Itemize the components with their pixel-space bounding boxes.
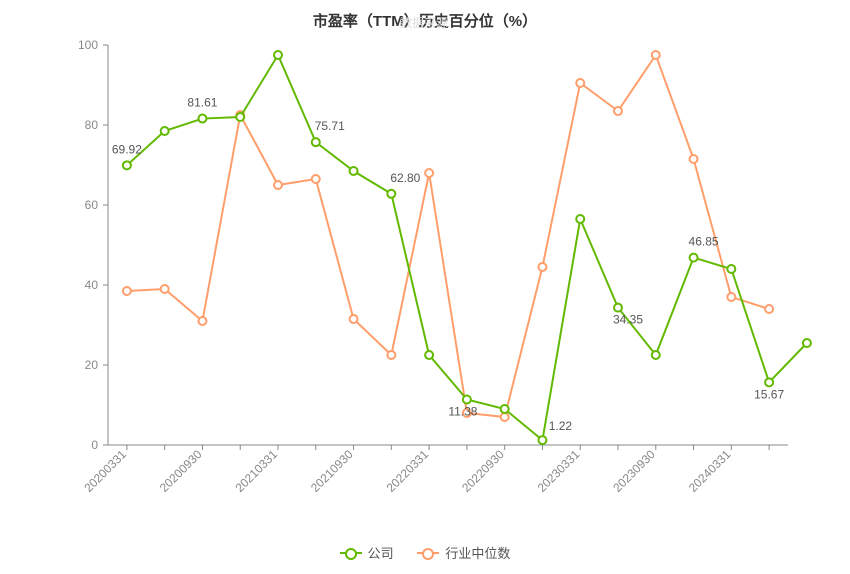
- svg-text:20230930: 20230930: [610, 447, 658, 495]
- svg-text:69.92: 69.92: [112, 142, 142, 156]
- legend-item-company[interactable]: 公司: [340, 543, 394, 562]
- svg-text:20230331: 20230331: [535, 447, 583, 495]
- svg-text:20220930: 20220930: [459, 447, 507, 495]
- svg-text:0: 0: [91, 438, 98, 452]
- svg-text:20240331: 20240331: [686, 447, 734, 495]
- legend-label: 行业中位数: [445, 543, 510, 562]
- legend-label: 公司: [368, 543, 394, 562]
- legend-item-industry[interactable]: 行业中位数: [417, 543, 510, 562]
- svg-text:1.22: 1.22: [549, 419, 573, 433]
- chart-container: 市盈率（TTM）历史百分位（%） 数据来源 020406080100202003…: [0, 0, 850, 574]
- legend: 公司 行业中位数: [0, 542, 850, 563]
- svg-text:20200331: 20200331: [81, 447, 129, 495]
- svg-text:15.67: 15.67: [754, 387, 784, 401]
- svg-text:46.85: 46.85: [689, 235, 719, 249]
- svg-text:20200930: 20200930: [157, 447, 205, 495]
- svg-text:62.80: 62.80: [390, 171, 420, 185]
- svg-text:40: 40: [85, 278, 99, 292]
- svg-text:20210331: 20210331: [232, 447, 280, 495]
- svg-text:11.38: 11.38: [448, 404, 477, 418]
- svg-text:80: 80: [85, 118, 99, 132]
- svg-text:100: 100: [78, 38, 98, 52]
- svg-text:75.71: 75.71: [315, 119, 345, 133]
- chart-svg: 0 20 40 60 80 100 20200331 20200930 20210331 2021…: [0, 0, 850, 574]
- svg-text:34.35: 34.35: [613, 313, 643, 327]
- svg-text:81.61: 81.61: [187, 96, 217, 110]
- svg-text:60: 60: [85, 198, 99, 212]
- svg-text:20210930: 20210930: [308, 447, 356, 495]
- svg-text:20: 20: [85, 358, 99, 372]
- svg-text:20220331: 20220331: [384, 447, 432, 495]
